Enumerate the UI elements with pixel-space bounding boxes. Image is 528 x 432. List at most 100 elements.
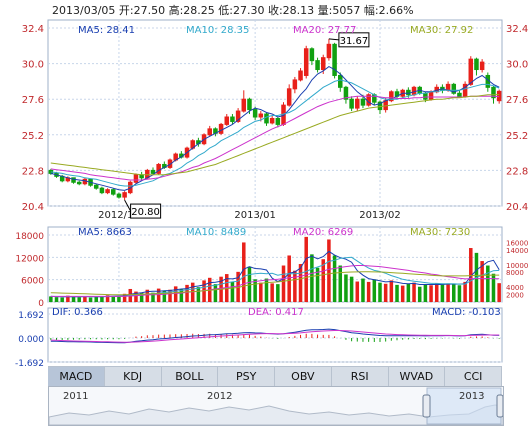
volume-bar bbox=[54, 297, 59, 302]
price-ytick-left: 30.0 bbox=[22, 60, 44, 71]
candle-body bbox=[491, 86, 496, 99]
volume-ma-label: MA20: 6269 bbox=[293, 227, 353, 238]
volume-bar bbox=[412, 282, 416, 302]
price-ma-label: MA30: 27.92 bbox=[410, 25, 473, 36]
volume-bar bbox=[440, 284, 445, 302]
candle-body bbox=[423, 92, 428, 100]
price-ytick-right: 25.2 bbox=[506, 131, 528, 142]
tab-kdj[interactable]: KDJ bbox=[105, 367, 162, 386]
time-navigator[interactable]: 2011 2012 2013 bbox=[48, 386, 504, 426]
volume-bar bbox=[293, 270, 297, 302]
volume-bar bbox=[270, 283, 274, 302]
macd-ytick: -1.692 bbox=[15, 359, 44, 366]
price-ma-label: MA20: 27.77 bbox=[293, 25, 356, 36]
navigator-window[interactable] bbox=[426, 387, 502, 425]
candle-body bbox=[150, 169, 156, 174]
volume-bar bbox=[463, 281, 467, 302]
volume-bar bbox=[383, 283, 388, 302]
volume-bar bbox=[389, 280, 394, 302]
candle-body bbox=[71, 177, 76, 183]
price-ytick-left: 22.8 bbox=[22, 166, 44, 177]
volume-bar bbox=[395, 284, 399, 302]
candle-body bbox=[315, 60, 320, 71]
volume-bar bbox=[452, 283, 456, 302]
volume-bar bbox=[247, 266, 252, 302]
volume-bar bbox=[310, 254, 314, 302]
tab-boll[interactable]: BOLL bbox=[162, 367, 219, 386]
volume-bar bbox=[162, 290, 167, 302]
volume-bar bbox=[60, 297, 64, 302]
candle-body bbox=[496, 90, 502, 102]
volume-bar bbox=[315, 267, 320, 302]
volume-bar bbox=[236, 271, 240, 302]
candle-body bbox=[224, 116, 230, 125]
price-ma-label: MA5: 28.41 bbox=[78, 25, 135, 36]
candle-body bbox=[332, 43, 337, 76]
macd-dif-line bbox=[50, 328, 500, 344]
tab-macd[interactable]: MACD bbox=[48, 367, 105, 386]
volume-bar bbox=[122, 293, 127, 302]
candle-body bbox=[377, 101, 383, 111]
volume-bar bbox=[145, 289, 150, 302]
volume-frame bbox=[47, 226, 503, 303]
volume-bar bbox=[253, 279, 257, 302]
tab-obv[interactable]: OBV bbox=[275, 367, 332, 386]
volume-bar bbox=[434, 283, 439, 302]
macd-label: MACD: -0.103 bbox=[432, 307, 501, 318]
navigator-year-2012: 2012 bbox=[207, 391, 232, 402]
candle-body bbox=[116, 193, 122, 198]
volume-bar bbox=[151, 292, 155, 302]
indicator-labels: MA5: 28.41 MA10: 28.35 MA20: 27.77 MA30: 27… bbox=[52, 25, 501, 318]
volume-bar bbox=[366, 281, 371, 302]
candle-body bbox=[349, 98, 354, 109]
candle-body bbox=[252, 109, 258, 118]
volume-ytick-left: 12000 bbox=[15, 254, 44, 264]
volume-bar bbox=[332, 255, 337, 302]
tab-cci[interactable]: CCI bbox=[445, 367, 502, 386]
price-ytick-left: 25.2 bbox=[22, 131, 44, 142]
volume-bar bbox=[304, 236, 308, 302]
volume-ma20-line bbox=[50, 265, 500, 297]
candle-body bbox=[218, 123, 224, 134]
volume-ytick-right: 10000 bbox=[506, 262, 528, 270]
volume-bar bbox=[298, 264, 303, 302]
candle-body bbox=[462, 83, 468, 97]
price-ma10-line bbox=[50, 79, 500, 187]
navigator-year-2011: 2011 bbox=[63, 391, 88, 402]
volume-bar bbox=[429, 285, 433, 302]
candle-body bbox=[264, 113, 269, 124]
macd-dea-line bbox=[50, 330, 500, 343]
volume-bar bbox=[77, 297, 81, 302]
tab-wvad[interactable]: WVAD bbox=[389, 367, 446, 386]
navigator-overview: 2011 2012 2013 bbox=[49, 387, 503, 425]
candle-body bbox=[111, 189, 116, 195]
candle-body bbox=[76, 181, 82, 185]
candle-body bbox=[93, 184, 99, 189]
candle-body bbox=[428, 91, 434, 100]
macd-panel bbox=[50, 328, 500, 344]
candle-body bbox=[247, 98, 252, 111]
volume-bar bbox=[361, 278, 365, 302]
volume-ytick-left: 18000 bbox=[15, 232, 44, 242]
macd-label: DIF: 0.366 bbox=[52, 307, 103, 318]
macd-ytick: 0.000 bbox=[18, 335, 44, 345]
tab-rsi[interactable]: RSI bbox=[332, 367, 389, 386]
navigator-handle-right[interactable] bbox=[496, 394, 503, 418]
price-ma20-line bbox=[50, 95, 500, 181]
price-ytick-left: 32.4 bbox=[22, 24, 44, 35]
candle-body bbox=[326, 43, 332, 59]
volume-bar bbox=[457, 285, 462, 302]
volume-bar bbox=[321, 259, 325, 302]
macd-ytick: 1.692 bbox=[18, 311, 44, 321]
annotation-leader bbox=[328, 38, 339, 41]
volume-bar bbox=[242, 242, 246, 302]
candle-body bbox=[383, 100, 388, 111]
volume-bar bbox=[185, 284, 189, 302]
volume-bar bbox=[94, 296, 98, 302]
navigator-handle-left[interactable] bbox=[422, 394, 431, 418]
volume-bar bbox=[344, 274, 348, 302]
volume-bar bbox=[486, 265, 490, 302]
price-xtick: 2012/12 bbox=[98, 210, 140, 221]
tab-psy[interactable]: PSY bbox=[218, 367, 275, 386]
price-ytick-right: 27.6 bbox=[506, 95, 528, 106]
